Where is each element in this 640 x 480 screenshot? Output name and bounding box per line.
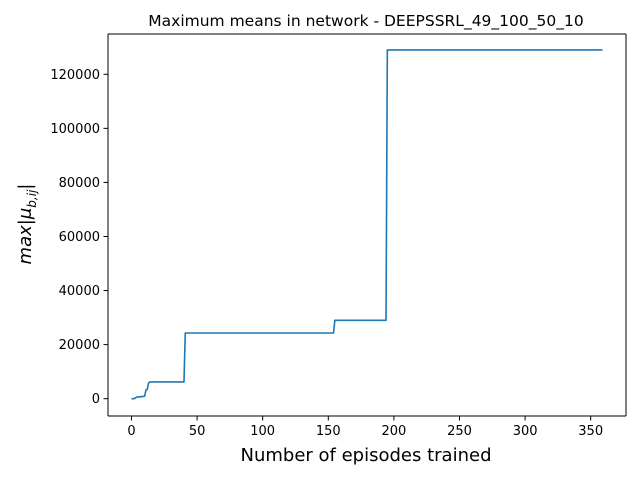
x-tick-label: 200 (381, 424, 406, 439)
y-axis-ticks: 0 20000 40000 60000 80000 100000 120000 (50, 68, 108, 407)
y-tick-label: 80000 (59, 176, 100, 191)
y-tick-label: 40000 (59, 284, 100, 299)
y-tick-label: 100000 (50, 122, 100, 137)
chart-title: Maximum means in network - DEEPSSRL_49_1… (148, 12, 583, 31)
y-axis-label: max|μb,ij| (15, 184, 39, 265)
x-tick-label: 250 (447, 424, 472, 439)
x-axis-label: Number of episodes trained (241, 445, 492, 466)
plot-background (108, 34, 626, 416)
y-tick-label: 20000 (59, 338, 100, 353)
y-tick-label: 120000 (50, 68, 100, 83)
y-tick-label: 0 (92, 392, 100, 407)
x-tick-label: 100 (250, 424, 275, 439)
plot-area (107, 33, 627, 417)
series-line-0 (131, 49, 603, 400)
x-axis-ticks: 0 50 100 150 200 250 300 350 (127, 416, 603, 439)
y-tick-label: 60000 (59, 230, 100, 245)
y-axis-label-main: max|μ (15, 208, 36, 265)
x-tick-label: 150 (316, 424, 341, 439)
x-tick-label: 300 (513, 424, 538, 439)
x-tick-label: 350 (578, 424, 603, 439)
y-axis-label-tail: | (15, 184, 36, 190)
y-axis-label-subscript: b,ij (25, 189, 39, 208)
x-tick-label: 50 (189, 424, 206, 439)
x-tick-label: 0 (127, 424, 135, 439)
svg-text:max|μb,ij|: max|μb,ij| (15, 184, 39, 265)
